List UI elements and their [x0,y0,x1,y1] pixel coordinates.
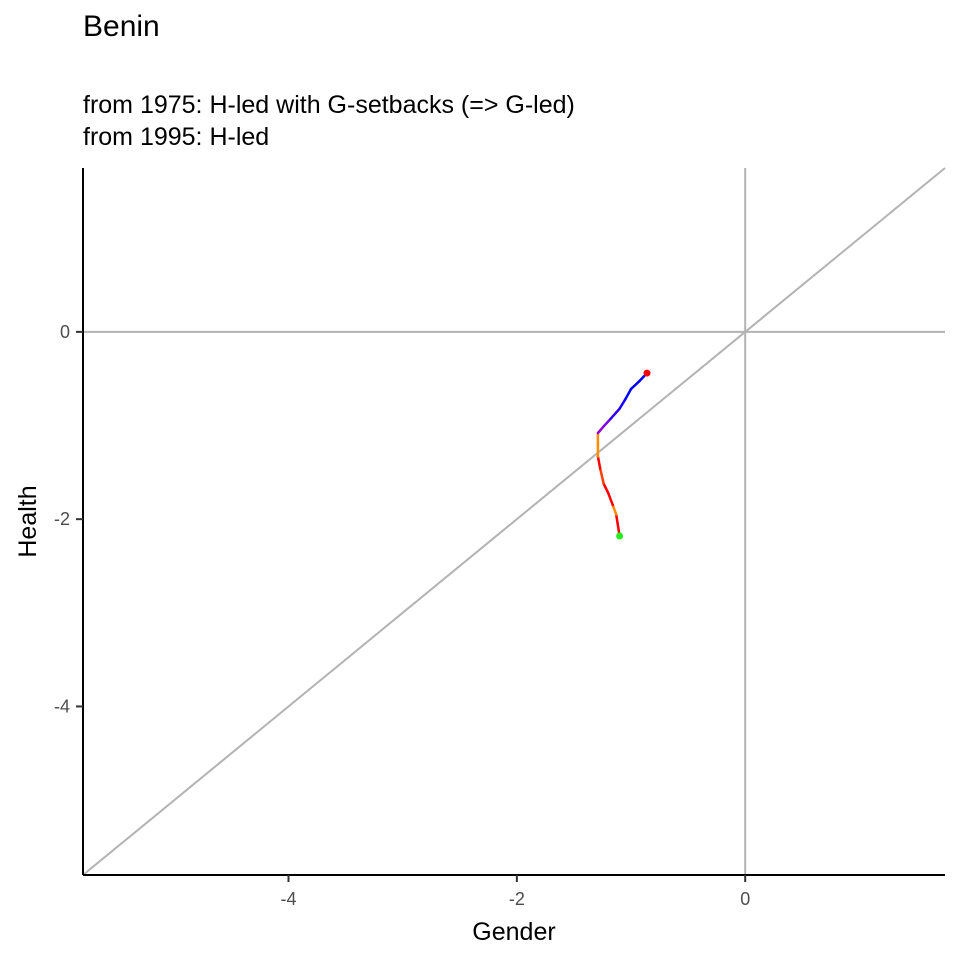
trajectory-segment [629,380,641,391]
trajectory-segment [598,467,605,485]
x-tick-label: -4 [281,889,297,909]
trajectory-segment [596,425,605,435]
x-tick-label: -2 [509,889,525,909]
y-tick-label: 0 [60,322,70,342]
end-point [643,369,651,377]
reference-lines [82,167,946,876]
trajectory-segment [596,455,602,470]
trajectory-segment [602,417,612,428]
trajectory-segment [609,407,621,421]
trajectory [596,369,651,540]
chart-subtitle-line-1: from 1975: H-led with G-setbacks (=> G-l… [83,91,575,119]
y-tick-label: -2 [54,509,70,529]
chart-subtitle-line-2: from 1995: H-led [83,123,270,151]
trajectory-segment [602,482,610,495]
chart-title: Benin [83,10,160,43]
trajectory-segment [611,503,618,516]
diagonal-line [82,167,946,876]
trajectory-segment [624,387,633,401]
y-axis-title: Health [14,485,42,557]
axes [82,168,945,876]
x-axis-title: Gender [472,918,555,946]
start-point [616,532,624,540]
trajectory-segment [614,513,621,538]
ticks: -4 -2 0 0 -2 -4 [54,322,750,909]
x-tick-label: 0 [740,889,750,909]
trajectory-segment [618,398,627,410]
y-tick-label: -4 [54,696,70,716]
trajectory-segment [606,491,615,507]
